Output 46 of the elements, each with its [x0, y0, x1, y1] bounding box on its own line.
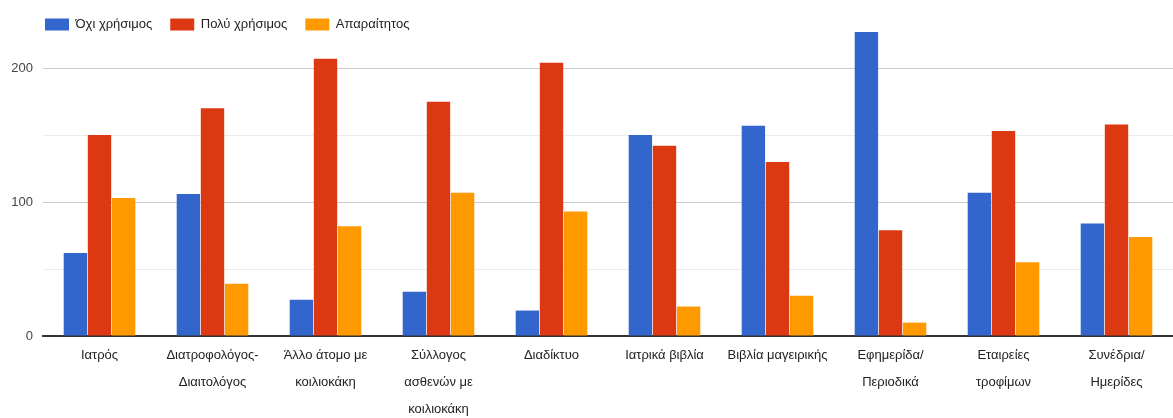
bar	[563, 211, 588, 336]
bar	[789, 295, 814, 336]
bar	[854, 32, 879, 336]
bar	[741, 125, 766, 336]
legend-label: Πολύ χρήσιμος	[200, 16, 288, 32]
bar	[991, 131, 1016, 336]
bar	[176, 194, 201, 336]
bar	[63, 252, 88, 336]
bar	[1104, 124, 1129, 336]
x-tick-label: Ιατρός	[80, 347, 119, 363]
bar	[87, 135, 112, 336]
x-tick-label: Διαδίκτυο	[523, 347, 580, 363]
bar	[224, 283, 249, 336]
bar	[652, 145, 677, 336]
bar	[426, 101, 451, 336]
bar	[289, 299, 314, 336]
bar	[628, 135, 653, 336]
bar	[1080, 223, 1105, 336]
x-tick-label: Εταιρείες τροφίμων	[975, 347, 1032, 390]
y-tick-label: 0	[25, 327, 33, 343]
bar	[676, 306, 701, 336]
bar	[402, 291, 427, 336]
bar	[765, 161, 790, 336]
bar	[313, 58, 338, 336]
bar	[200, 108, 225, 336]
bar	[1015, 262, 1040, 336]
bar	[111, 198, 136, 336]
bar	[878, 230, 903, 336]
bar	[967, 192, 992, 336]
legend-label: Όχι χρήσιμος	[74, 16, 153, 32]
x-tick-label: Σύλλογος ασθενών με κοιλιοκάκη	[404, 347, 473, 417]
y-tick-label: 100	[11, 193, 33, 209]
x-tick-label: Ιατρικά βιβλία	[625, 347, 705, 363]
y-tick-label: 200	[11, 59, 33, 75]
legend-label: Απαραίτητος	[335, 16, 410, 32]
x-tick-label: Βιβλία μαγειρικής	[727, 347, 828, 363]
x-tick-label: Άλλο άτομο με κοιλιοκάκη	[283, 347, 368, 390]
bar	[902, 322, 927, 336]
bar	[539, 62, 564, 336]
x-tick-label: Διατροφολόγος-Διαιτολόγος	[166, 347, 259, 390]
bar	[1128, 236, 1153, 336]
bar	[337, 226, 362, 336]
bar	[450, 192, 475, 336]
bar	[515, 310, 540, 336]
x-tick-label: Εφημερίδα/Περιοδικά	[857, 347, 925, 390]
x-tick-label: Συνέδρια/Ημερίδες	[1088, 347, 1145, 390]
